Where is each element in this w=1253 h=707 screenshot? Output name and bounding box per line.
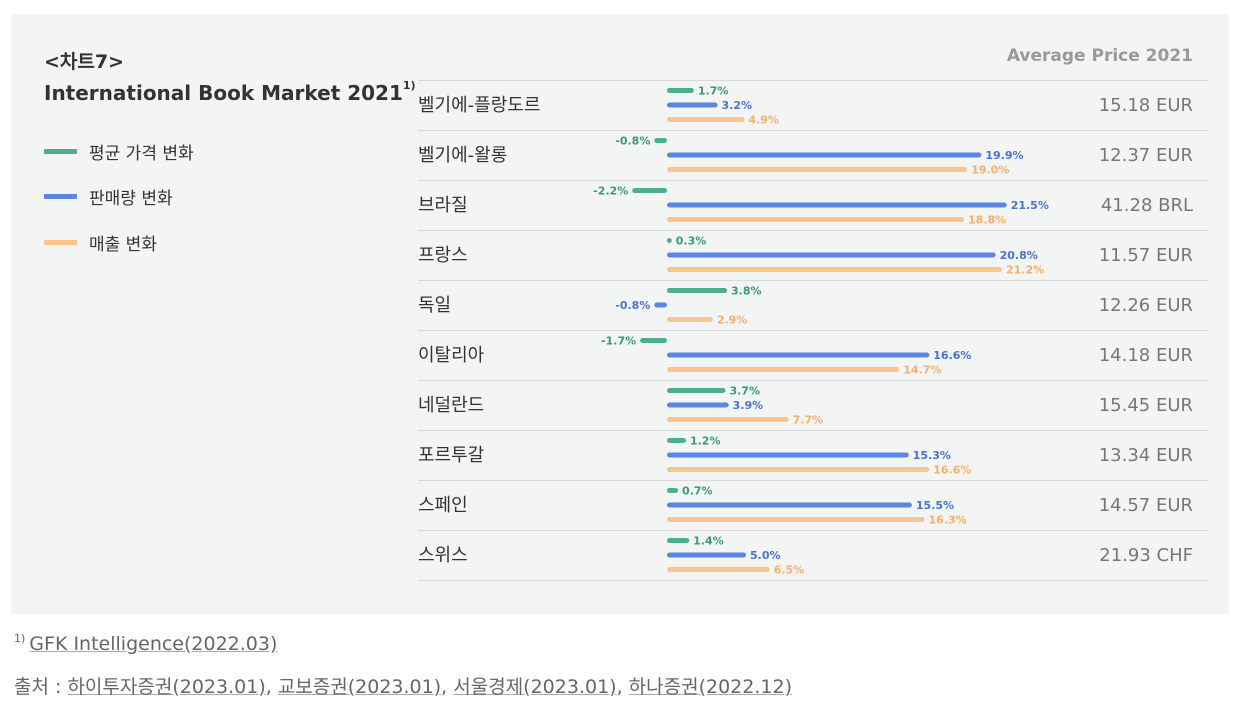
- legend-label-price-change: 평균 가격 변화: [89, 143, 194, 164]
- source-link-kyobo[interactable]: 교보증권(2023.01): [277, 676, 442, 698]
- country-row: 브라질 41.28 BRL: [418, 181, 1209, 231]
- header-divider: [418, 80, 1209, 81]
- row-divider: [418, 580, 1209, 581]
- footnote-mark: 1): [14, 632, 26, 645]
- country-row: 포르투갈 13.34 EUR: [418, 431, 1209, 481]
- country-row: 이탈리아 14.18 EUR: [418, 331, 1209, 381]
- average-price-value: 12.26 EUR: [1098, 295, 1193, 316]
- source-link-hi-investment[interactable]: 하이투자증권(2023.01): [67, 676, 266, 698]
- country-row: 프랑스 11.57 EUR: [418, 231, 1209, 281]
- row-divider: [418, 230, 1209, 231]
- source-prefix: 출처 :: [14, 676, 68, 698]
- country-row: 스위스 21.93 CHF: [418, 531, 1209, 581]
- country-label: 포르투갈: [418, 445, 485, 466]
- legend-label-sales-volume-change: 판매량 변화: [89, 188, 173, 209]
- average-price-value: 21.93 CHF: [1099, 545, 1193, 566]
- source-link-seoul-economic[interactable]: 서울경제(2023.01): [453, 676, 617, 698]
- country-row: 독일 12.26 EUR: [418, 281, 1209, 331]
- source-line: 출처 : 하이투자증권(2023.01), 교보증권(2023.01), 서울경…: [14, 672, 792, 699]
- legend-swatch-price-change: [44, 148, 77, 154]
- source-separator: ,: [441, 676, 454, 698]
- average-price-value: 14.57 EUR: [1098, 495, 1193, 516]
- country-label: 브라질: [418, 195, 468, 216]
- country-row: 벨기에-플랑도르 15.18 EUR: [418, 81, 1209, 131]
- average-price-value: 13.34 EUR: [1098, 445, 1193, 466]
- country-label: 네덜란드: [418, 395, 485, 416]
- row-divider: [418, 280, 1209, 281]
- row-divider: [418, 130, 1209, 131]
- legend-swatch-revenue-change: [44, 239, 77, 245]
- row-divider: [418, 530, 1209, 531]
- average-price-value: 15.18 EUR: [1098, 95, 1193, 116]
- footnote-link[interactable]: GFK Intelligence(2022.03): [29, 633, 278, 655]
- average-price-value: 15.45 EUR: [1098, 395, 1193, 416]
- source-link-hana[interactable]: 하나증권(2022.12): [628, 676, 792, 698]
- country-label: 이탈리아: [418, 345, 485, 366]
- row-divider: [418, 480, 1209, 481]
- legend-item-price-change: 평균 가격 변화: [44, 139, 194, 164]
- chart-title: International Book Market 20211): [44, 79, 416, 105]
- source-separator: ,: [616, 676, 629, 698]
- average-price-value: 11.57 EUR: [1098, 245, 1193, 266]
- row-divider: [418, 430, 1209, 431]
- chart-title-footnote-mark: 1): [402, 79, 416, 92]
- legend-label-revenue-change: 매출 변화: [89, 234, 157, 255]
- legend-swatch-sales-volume-change: [44, 193, 77, 199]
- country-label: 프랑스: [418, 245, 468, 266]
- row-divider: [418, 380, 1209, 381]
- average-price-value: 14.18 EUR: [1098, 345, 1193, 366]
- country-label: 독일: [418, 295, 452, 316]
- chart-panel: [11, 14, 1229, 614]
- country-row: 네덜란드 15.45 EUR: [418, 381, 1209, 431]
- country-label: 벨기에-플랑도르: [418, 95, 541, 116]
- row-divider: [418, 180, 1209, 181]
- row-divider: [418, 330, 1209, 331]
- average-price-value: 12.37 EUR: [1098, 145, 1193, 166]
- country-label: 벨기에-왈롱: [418, 145, 508, 166]
- average-price-header: Average Price 2021: [1006, 46, 1193, 66]
- average-price-value: 41.28 BRL: [1100, 195, 1193, 216]
- country-row: 벨기에-왈롱 12.37 EUR: [418, 131, 1209, 181]
- legend-item-revenue-change: 매출 변화: [44, 230, 157, 255]
- country-label: 스페인: [418, 495, 468, 516]
- chart-number: <차트7>: [44, 51, 125, 73]
- legend-item-sales-volume-change: 판매량 변화: [44, 184, 173, 209]
- chart-title-text: International Book Market 2021: [44, 81, 403, 105]
- country-row: 스페인 14.57 EUR: [418, 481, 1209, 531]
- country-label: 스위스: [418, 545, 468, 566]
- source-separator: ,: [265, 676, 278, 698]
- footnote: 1) GFK Intelligence(2022.03): [14, 632, 278, 655]
